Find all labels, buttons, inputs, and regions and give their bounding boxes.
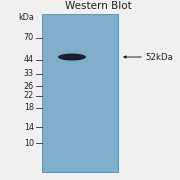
Text: 10: 10 — [24, 138, 34, 147]
Text: 44: 44 — [24, 55, 34, 64]
Text: 14: 14 — [24, 123, 34, 132]
Ellipse shape — [58, 53, 86, 60]
Text: 33: 33 — [24, 69, 34, 78]
Text: 26: 26 — [24, 82, 34, 91]
Text: Western Blot: Western Blot — [65, 1, 131, 11]
Text: 22: 22 — [24, 91, 34, 100]
Text: kDa: kDa — [18, 14, 34, 22]
Text: 70: 70 — [24, 33, 34, 42]
Text: 18: 18 — [24, 103, 34, 112]
Text: 52kDa: 52kDa — [146, 53, 174, 62]
Bar — [42, 14, 118, 172]
